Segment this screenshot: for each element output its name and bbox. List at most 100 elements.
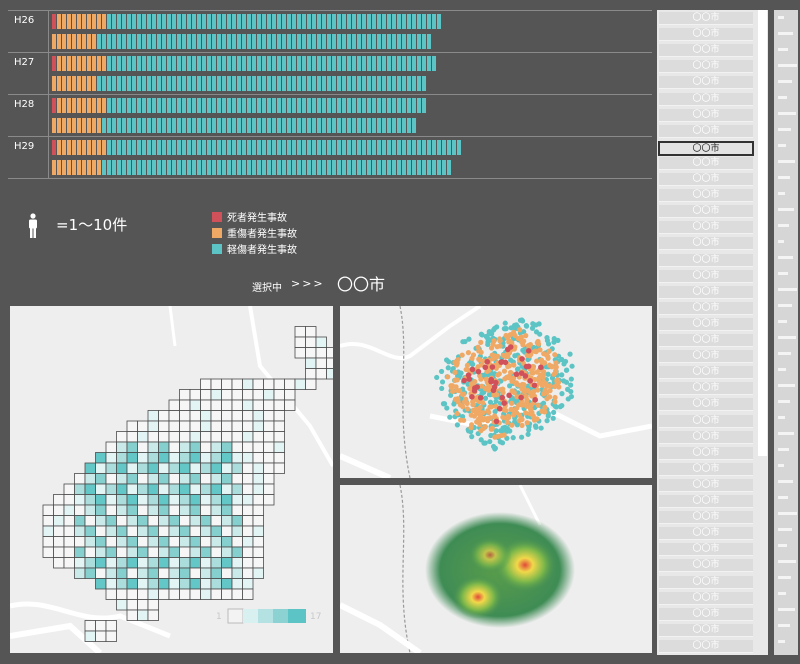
city-button[interactable]: 〇〇市 — [659, 639, 753, 653]
grid-cell[interactable] — [126, 452, 138, 464]
grid-cell[interactable] — [95, 483, 107, 495]
grid-cell[interactable] — [263, 452, 275, 464]
grid-cell[interactable] — [116, 483, 128, 495]
grid-cell[interactable] — [263, 431, 275, 443]
grid-cell[interactable] — [315, 368, 327, 380]
grid-cell[interactable] — [168, 420, 180, 432]
grid-cell[interactable] — [200, 389, 212, 401]
grid-cell[interactable] — [242, 399, 254, 411]
grid-cell[interactable] — [284, 378, 296, 390]
grid-cell[interactable] — [116, 536, 128, 548]
grid-cell[interactable] — [84, 494, 96, 506]
grid-cell[interactable] — [42, 515, 54, 527]
grid-cell[interactable] — [168, 515, 180, 527]
city-button[interactable]: 〇〇市 — [659, 398, 753, 412]
grid-cell[interactable] — [242, 515, 254, 527]
grid-cell[interactable] — [221, 588, 233, 600]
grid-cell[interactable] — [53, 525, 65, 537]
city-button[interactable]: 〇〇市 — [659, 334, 753, 347]
grid-cell[interactable] — [210, 410, 222, 422]
grid-cell[interactable] — [221, 578, 233, 590]
grid-cell[interactable] — [252, 525, 264, 537]
grid-cell[interactable] — [221, 536, 233, 548]
city-button[interactable]: 〇〇市 — [659, 76, 753, 90]
grid-cell[interactable] — [74, 483, 86, 495]
grid-cell[interactable] — [189, 410, 201, 422]
grid-map[interactable]: 1 17 — [10, 306, 333, 653]
grid-cell[interactable] — [189, 546, 201, 558]
city-button[interactable]: 〇〇市 — [659, 382, 753, 396]
grid-cell[interactable] — [252, 567, 264, 579]
grid-cell[interactable] — [126, 599, 138, 611]
grid-cell[interactable] — [305, 357, 317, 369]
grid-cell[interactable] — [147, 525, 159, 537]
grid-cell[interactable] — [84, 515, 96, 527]
grid-cell[interactable] — [126, 420, 138, 432]
grid-cell[interactable] — [210, 420, 222, 432]
grid-cell[interactable] — [168, 494, 180, 506]
grid-cell[interactable] — [221, 462, 233, 474]
grid-cell[interactable] — [105, 494, 117, 506]
grid-cell[interactable] — [147, 609, 159, 621]
grid-cell[interactable] — [242, 441, 254, 453]
grid-cell[interactable] — [95, 620, 107, 632]
city-list-scrollbar[interactable] — [758, 10, 767, 456]
grid-cell[interactable] — [126, 515, 138, 527]
grid-cell[interactable] — [252, 389, 264, 401]
grid-cell[interactable] — [158, 546, 170, 558]
grid-cell[interactable] — [210, 473, 222, 485]
grid-cell[interactable] — [231, 578, 243, 590]
grid-cell[interactable] — [210, 546, 222, 558]
grid-cell[interactable] — [105, 473, 117, 485]
grid-cell[interactable] — [147, 441, 159, 453]
grid-cell[interactable] — [53, 546, 65, 558]
grid-cell[interactable] — [168, 536, 180, 548]
grid-cell[interactable] — [84, 557, 96, 569]
grid-cell[interactable] — [210, 504, 222, 516]
grid-cell[interactable] — [116, 441, 128, 453]
grid-cell[interactable] — [200, 557, 212, 569]
city-button[interactable]: 〇〇市 — [659, 12, 753, 25]
grid-cell[interactable] — [263, 420, 275, 432]
grid-cell[interactable] — [242, 504, 254, 516]
grid-cell[interactable] — [242, 473, 254, 485]
city-button[interactable]: 〇〇市 — [659, 28, 753, 42]
grid-cell[interactable] — [84, 620, 96, 632]
grid-cell[interactable] — [63, 525, 75, 537]
grid-cell[interactable] — [42, 546, 54, 558]
grid-cell[interactable] — [126, 557, 138, 569]
grid-cell[interactable] — [116, 557, 128, 569]
grid-cell[interactable] — [252, 557, 264, 569]
grid-cell[interactable] — [305, 368, 317, 380]
dot-map[interactable] — [340, 306, 652, 478]
grid-cell[interactable] — [84, 525, 96, 537]
grid-cell[interactable] — [189, 431, 201, 443]
grid-cell[interactable] — [189, 420, 201, 432]
grid-cell[interactable] — [63, 504, 75, 516]
grid-cell[interactable] — [84, 504, 96, 516]
grid-cell[interactable] — [147, 483, 159, 495]
grid-cell[interactable] — [200, 567, 212, 579]
grid-cell[interactable] — [137, 588, 149, 600]
grid-cell[interactable] — [158, 567, 170, 579]
grid-cell[interactable] — [116, 504, 128, 516]
grid-cell[interactable] — [137, 599, 149, 611]
city-button[interactable]: 〇〇市 — [658, 140, 754, 156]
grid-cell[interactable] — [147, 494, 159, 506]
grid-cell[interactable] — [74, 515, 86, 527]
grid-cell[interactable] — [126, 431, 138, 443]
grid-cell[interactable] — [137, 441, 149, 453]
grid-cell[interactable] — [74, 494, 86, 506]
grid-cell[interactable] — [200, 578, 212, 590]
grid-cell[interactable] — [179, 452, 191, 464]
grid-cell[interactable] — [84, 462, 96, 474]
city-button[interactable]: 〇〇市 — [659, 623, 753, 637]
grid-cell[interactable] — [273, 441, 285, 453]
grid-cell[interactable] — [53, 504, 65, 516]
grid-cell[interactable] — [210, 515, 222, 527]
city-button[interactable]: 〇〇市 — [659, 543, 753, 557]
city-button[interactable]: 〇〇市 — [659, 511, 753, 525]
grid-cell[interactable] — [305, 378, 317, 390]
grid-cell[interactable] — [147, 452, 159, 464]
grid-cell[interactable] — [200, 525, 212, 537]
